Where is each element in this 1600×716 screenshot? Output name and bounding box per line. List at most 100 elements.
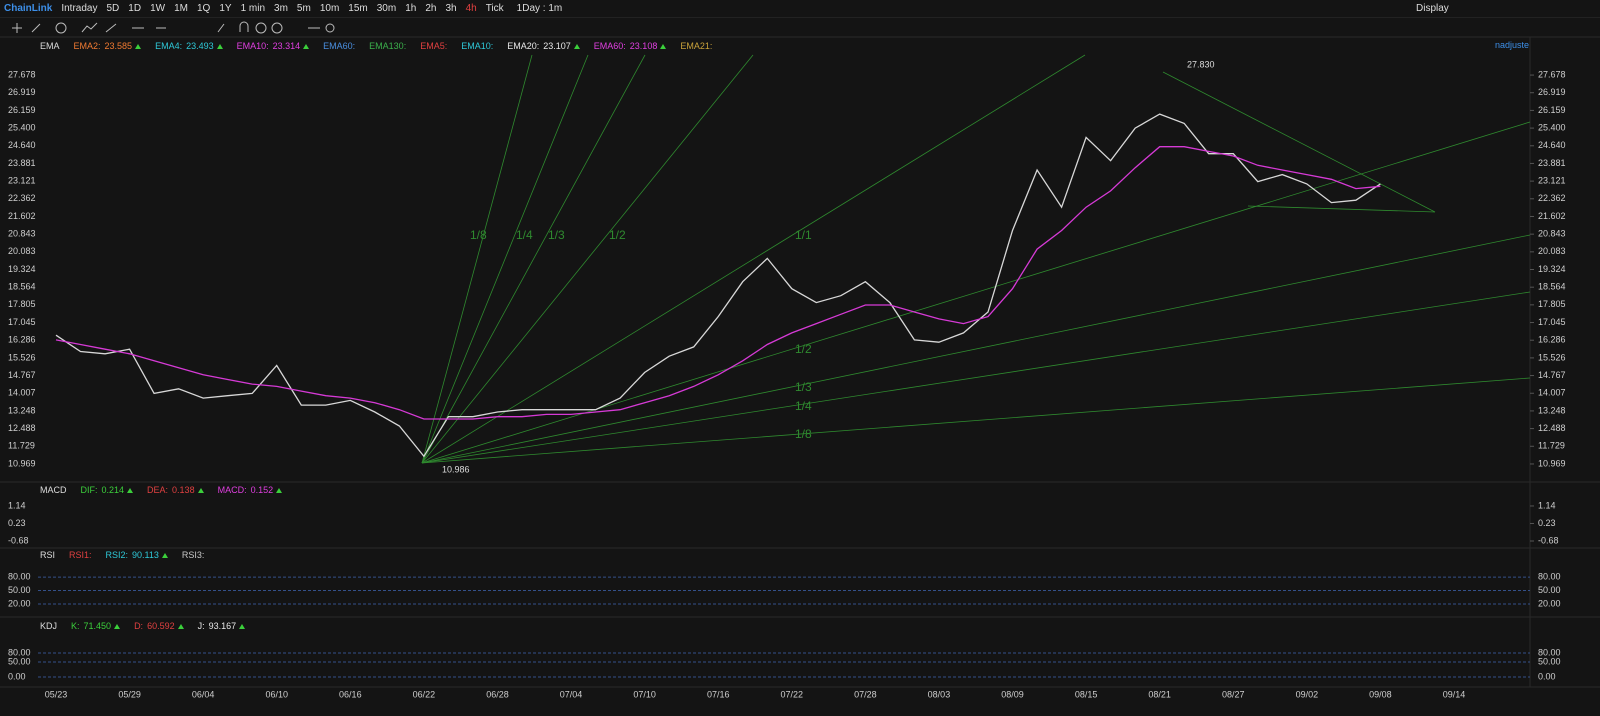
indicator-name[interactable]: KDJ bbox=[40, 621, 58, 631]
indicator-label: MACD: bbox=[217, 485, 247, 495]
y-tick-label: 14.007 bbox=[1538, 388, 1566, 398]
y-tick-label: 27.678 bbox=[8, 69, 36, 79]
indicator-label: D: bbox=[134, 621, 144, 631]
indicator-item: EMA5: bbox=[420, 41, 447, 51]
y-tick-label: 80.00 bbox=[8, 571, 31, 581]
display-menu[interactable]: Display bbox=[1416, 3, 1449, 14]
indicator-value: 90.113 bbox=[132, 550, 159, 560]
up-arrow bbox=[239, 624, 246, 629]
y-tick-label: 12.488 bbox=[1538, 423, 1566, 433]
indicator-item: J: 93.167 bbox=[198, 621, 246, 631]
x-tick-label: 07/10 bbox=[633, 689, 656, 699]
indicator-value: 0.214 bbox=[101, 485, 125, 495]
indicator-item: D: 60.592 bbox=[134, 621, 184, 631]
y-tick-label: 20.843 bbox=[1538, 229, 1566, 239]
period-button[interactable]: 15m bbox=[348, 3, 368, 14]
y-tick-label: -0.68 bbox=[1538, 535, 1559, 545]
y-tick-label: 0.00 bbox=[1538, 671, 1556, 681]
y-tick-label: 23.881 bbox=[8, 158, 36, 168]
y-tick-label: 18.564 bbox=[8, 282, 36, 292]
x-tick-label: 05/23 bbox=[45, 689, 68, 699]
y-tick-label: 24.640 bbox=[1538, 140, 1566, 150]
x-tick-label: 08/15 bbox=[1075, 689, 1098, 699]
indicator-item: RSI1: bbox=[69, 550, 92, 560]
indicator-item: RSI2: 90.113 bbox=[106, 550, 168, 560]
ema-header: EMA EMA2: 23.585 EMA4: 23.493 EMA10: 23.314 EMA… bbox=[40, 40, 720, 52]
gann-fan bbox=[421, 54, 1531, 464]
annotation: 27.830 bbox=[1187, 59, 1215, 69]
y-tick-label: 13.248 bbox=[8, 405, 36, 415]
indicator-label: K: bbox=[71, 621, 80, 631]
x-tick-label: 08/03 bbox=[928, 689, 951, 699]
x-tick-label: 09/02 bbox=[1296, 689, 1319, 699]
annotation: 1/2 bbox=[609, 228, 626, 242]
y-tick-label: 13.248 bbox=[1538, 405, 1566, 415]
indicator-item: EMA20: 23.107 bbox=[507, 41, 580, 51]
indicator-label: EMA5: bbox=[420, 41, 448, 51]
period-button[interactable]: 10m bbox=[319, 3, 340, 14]
indicator-item: EMA2: 23.585 bbox=[74, 41, 142, 51]
y-tick-label: 16.286 bbox=[8, 335, 36, 345]
indicator-name[interactable]: RSI bbox=[40, 550, 56, 560]
interval-select[interactable]: 1Day : 1m bbox=[516, 3, 563, 14]
separators bbox=[0, 36, 1600, 688]
period-button[interactable]: 3h bbox=[445, 3, 457, 14]
period-button[interactable]: 1 min bbox=[240, 3, 266, 14]
up-arrow bbox=[216, 44, 223, 49]
indicator-label: EMA60: bbox=[323, 41, 356, 51]
y-tick-label: 20.843 bbox=[8, 229, 36, 239]
indicator-value: 23.107 bbox=[543, 41, 571, 51]
period-button[interactable]: 1W bbox=[150, 3, 166, 14]
period-button[interactable]: 5m bbox=[296, 3, 311, 14]
period-button[interactable]: 1Q bbox=[196, 3, 211, 14]
indicator-value: 23.493 bbox=[186, 41, 214, 51]
x-tick-label: 09/14 bbox=[1443, 689, 1466, 699]
period-button[interactable]: 3m bbox=[274, 3, 288, 14]
indicator-name[interactable]: EMA bbox=[40, 41, 60, 51]
indicator-value: 71.450 bbox=[83, 621, 112, 631]
x-tick-label: 08/21 bbox=[1148, 689, 1171, 699]
y-tick-label: 17.805 bbox=[8, 299, 36, 309]
y-tick-label: 10.969 bbox=[1538, 458, 1566, 468]
indicator-label: DIF: bbox=[80, 485, 98, 495]
indicator-value: 23.585 bbox=[104, 41, 133, 51]
period-button[interactable]: Intraday bbox=[61, 3, 98, 14]
x-tick-label: 09/08 bbox=[1369, 689, 1392, 699]
y-tick-label: 50.00 bbox=[8, 585, 31, 595]
y-tick-label: 23.881 bbox=[1538, 158, 1566, 168]
y-tick-label: 20.00 bbox=[1538, 598, 1561, 608]
indicator-label: EMA4: bbox=[155, 41, 183, 51]
symbol[interactable]: ChainLink bbox=[4, 3, 53, 14]
annotation: 1/3 bbox=[795, 380, 812, 394]
period-button[interactable]: 1h bbox=[405, 3, 417, 14]
price-line bbox=[55, 113, 1381, 458]
macd-header: MACD DIF: 0.214 DEA: 0.138 MACD: 0.152 bbox=[40, 484, 290, 496]
y-tick-label: 21.602 bbox=[1538, 211, 1566, 221]
period-button[interactable]: 5D bbox=[106, 3, 120, 14]
annotation: 1/1 bbox=[795, 228, 812, 242]
period-button[interactable]: 1M bbox=[174, 3, 188, 14]
indicator-label: J: bbox=[197, 621, 205, 631]
x-tick-label: 06/28 bbox=[486, 689, 509, 699]
annotation: 10.986 bbox=[442, 464, 470, 474]
y-tick-label: 14.767 bbox=[1538, 370, 1566, 380]
period-button[interactable]: 2h bbox=[425, 3, 437, 14]
y-tick-label: 15.526 bbox=[8, 352, 36, 362]
x-tick-label: 06/16 bbox=[339, 689, 362, 699]
period-button[interactable]: 1Y bbox=[219, 3, 232, 14]
adjust-label[interactable]: nadjuste bbox=[1495, 40, 1530, 50]
x-tick-label: 07/28 bbox=[854, 689, 877, 699]
indicator-label: EMA21: bbox=[680, 41, 713, 51]
period-button[interactable]: Tick bbox=[485, 3, 504, 14]
y-tick-label: 11.729 bbox=[8, 441, 35, 451]
up-arrow bbox=[303, 44, 310, 49]
indicator-item: RSI3: bbox=[182, 550, 205, 560]
annotation: 1/4 bbox=[516, 228, 533, 242]
x-tick-label: 07/22 bbox=[781, 689, 804, 699]
up-arrow bbox=[127, 488, 134, 493]
period-button[interactable]: 30m bbox=[376, 3, 397, 14]
period-button[interactable]: 4h bbox=[465, 3, 477, 14]
indicator-name[interactable]: MACD bbox=[40, 485, 67, 495]
up-arrow bbox=[161, 553, 168, 558]
period-button[interactable]: 1D bbox=[128, 3, 142, 14]
